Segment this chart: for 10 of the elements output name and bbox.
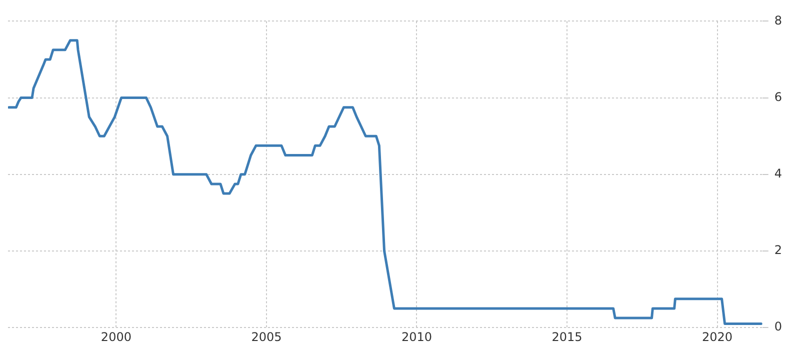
x-tick-label: 2020 xyxy=(702,330,733,344)
y-tick-label: 2 xyxy=(774,243,782,258)
y-tick-label: 0 xyxy=(774,320,782,334)
x-tick-label: 2010 xyxy=(401,330,432,344)
x-tick-label: 2000 xyxy=(100,330,132,344)
y-tick-label: 8 xyxy=(774,13,782,28)
x-tick-label: 2005 xyxy=(251,330,282,344)
y-tick-label: 4 xyxy=(774,166,782,181)
y-tick-label: 6 xyxy=(774,90,782,104)
x-tick-label: 2015 xyxy=(552,330,582,344)
